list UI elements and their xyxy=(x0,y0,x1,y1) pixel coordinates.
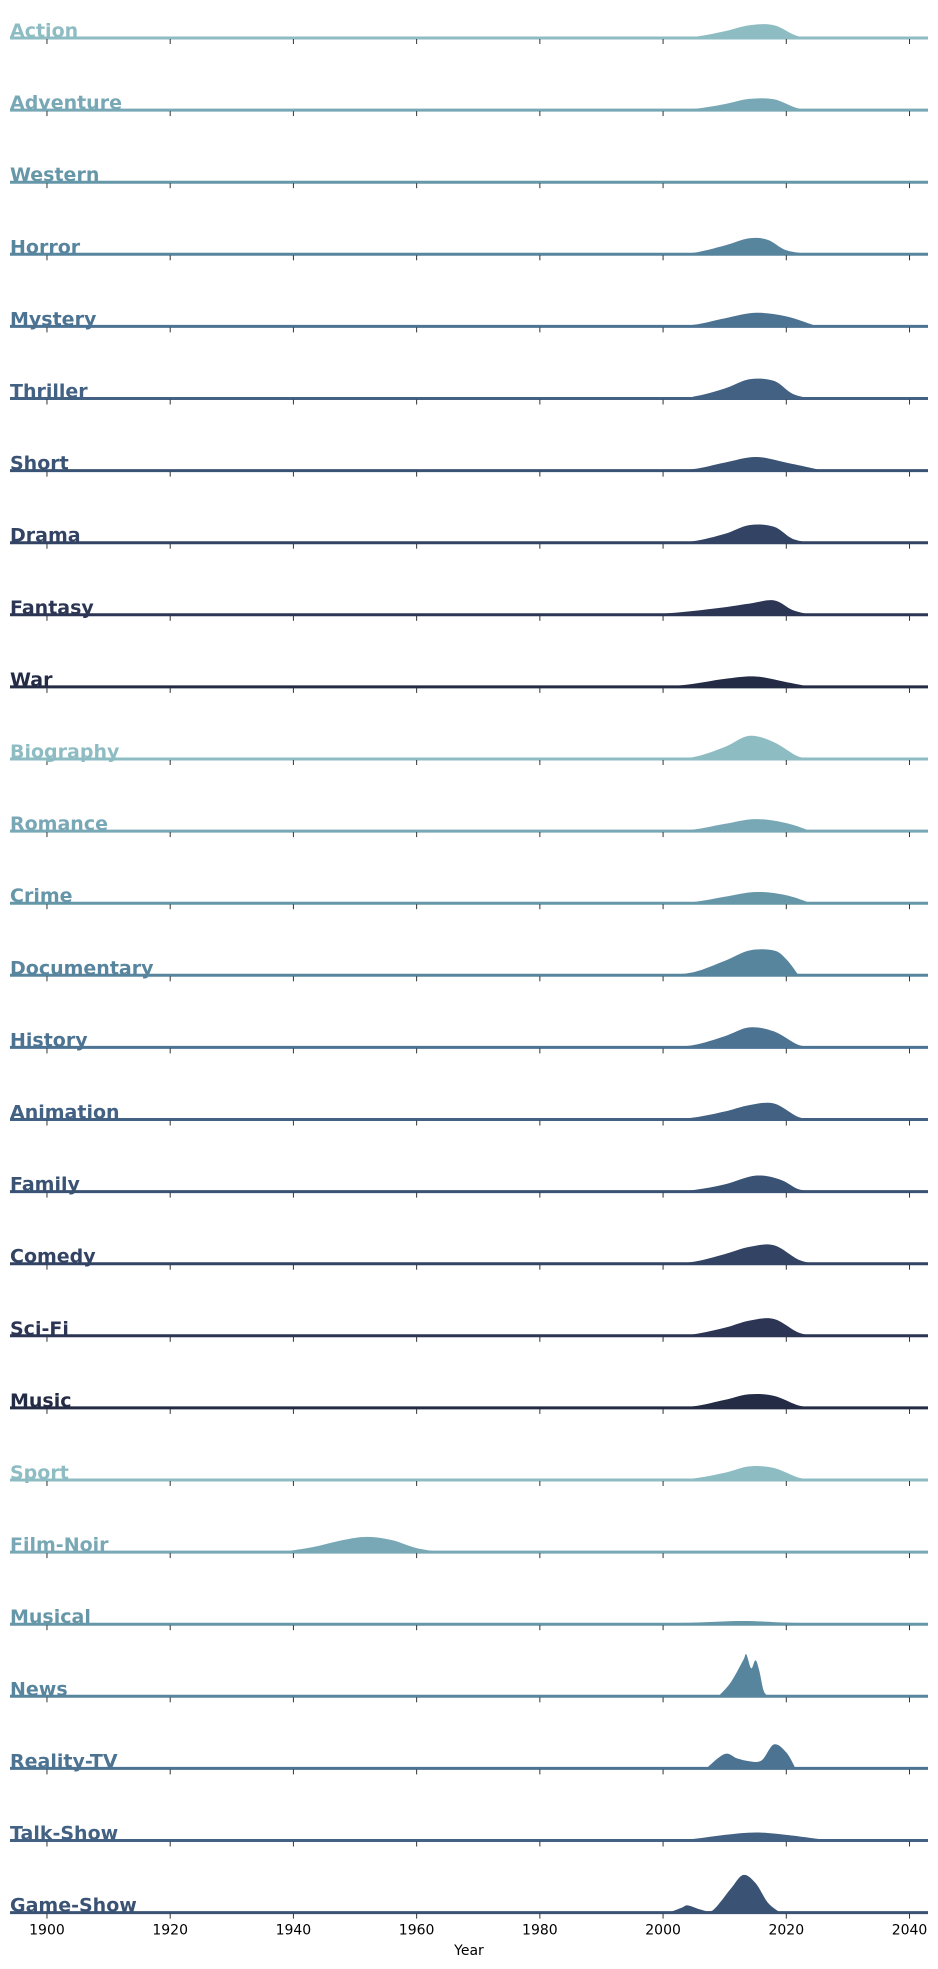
density-area xyxy=(669,1874,781,1913)
genre-label: Thriller xyxy=(10,381,88,403)
ridge-row-war: War xyxy=(10,669,928,693)
ridge-row-action: Action xyxy=(10,20,928,44)
density-area xyxy=(706,1744,796,1769)
genre-label: Horror xyxy=(10,236,81,258)
genre-label: Comedy xyxy=(10,1246,96,1268)
genre-label: Adventure xyxy=(10,92,122,114)
ridge-row-romance: Romance xyxy=(10,813,928,838)
density-area xyxy=(663,1102,818,1120)
genre-label: Film-Noir xyxy=(10,1534,109,1556)
density-area xyxy=(663,1318,818,1336)
density-area xyxy=(663,237,811,255)
genre-label: Sci-Fi xyxy=(10,1318,69,1340)
ridge-row-biography: Biography xyxy=(10,735,928,765)
density-area xyxy=(601,600,811,615)
density-area xyxy=(663,312,818,327)
ridge-row-fantasy: Fantasy xyxy=(10,597,928,621)
ridge-row-adventure: Adventure xyxy=(10,92,928,117)
density-area xyxy=(663,949,799,976)
genre-label: Short xyxy=(10,453,69,475)
density-area xyxy=(632,676,811,687)
genre-label: War xyxy=(10,669,53,691)
genre-label: Music xyxy=(10,1390,72,1412)
ridge-row-musical: Musical xyxy=(10,1606,928,1631)
density-area xyxy=(663,1393,818,1408)
x-axis-title: Year xyxy=(453,1943,484,1959)
x-tick-label: 2020 xyxy=(768,1923,804,1939)
ridge-row-talk-show: Talk-Show xyxy=(10,1823,928,1847)
genre-label: Biography xyxy=(10,741,120,763)
ridge-row-news: News xyxy=(10,1653,928,1703)
ridge-row-reality-tv: Reality-TV xyxy=(10,1744,928,1775)
ridge-row-drama: Drama xyxy=(10,524,928,549)
ridge-rows: Action Adventure Western Horror Mystery Thril… xyxy=(10,20,928,1919)
x-tick-label: 2000 xyxy=(645,1923,681,1939)
genre-label: Family xyxy=(10,1174,81,1196)
density-area xyxy=(663,457,824,471)
density-area xyxy=(281,1536,442,1553)
genre-label: History xyxy=(10,1029,88,1051)
genre-label: Crime xyxy=(10,885,73,907)
genre-label: News xyxy=(10,1678,68,1700)
genre-label: Reality-TV xyxy=(10,1750,118,1772)
ridge-row-thriller: Thriller xyxy=(10,378,928,405)
ridge-row-history: History xyxy=(10,1027,928,1054)
density-area xyxy=(663,1466,818,1480)
ridge-row-film-noir: Film-Noir xyxy=(10,1534,928,1559)
x-axis: 1900 1920 1940 1960 1980 2000 2020 2040 xyxy=(29,1923,927,1939)
ridge-row-comedy: Comedy xyxy=(10,1244,928,1270)
density-area xyxy=(663,1832,830,1841)
ridge-row-western: Western xyxy=(10,164,928,189)
genre-label: Fantasy xyxy=(10,597,94,619)
x-tick-label: 1940 xyxy=(276,1923,312,1939)
ridge-row-horror: Horror xyxy=(10,236,928,261)
x-tick-label: 1960 xyxy=(399,1923,435,1939)
ridge-row-short: Short xyxy=(10,453,928,477)
ridge-row-music: Music xyxy=(10,1390,928,1414)
ridge-row-family: Family xyxy=(10,1174,928,1198)
density-area xyxy=(718,1653,768,1697)
genre-label: Romance xyxy=(10,813,108,835)
genre-label: Animation xyxy=(10,1102,120,1124)
genre-label: Western xyxy=(10,164,99,186)
genre-label: Documentary xyxy=(10,957,154,979)
density-area xyxy=(663,24,824,38)
density-area xyxy=(663,819,811,832)
density-area xyxy=(663,524,811,543)
genre-label: Drama xyxy=(10,525,81,547)
density-area xyxy=(663,891,811,904)
genre-label: Musical xyxy=(10,1606,91,1628)
genre-label: Action xyxy=(10,20,78,42)
genre-label: Sport xyxy=(10,1462,69,1484)
density-area xyxy=(663,1244,818,1264)
ridge-row-mystery: Mystery xyxy=(10,308,928,333)
x-tick-label: 1980 xyxy=(522,1923,558,1939)
genre-label: Talk-Show xyxy=(10,1823,118,1845)
x-tick-label: 1900 xyxy=(29,1923,65,1939)
ridge-row-sci-fi: Sci-Fi xyxy=(10,1318,928,1342)
density-area xyxy=(663,1175,818,1192)
density-area xyxy=(663,98,824,111)
genre-label: Game-Show xyxy=(10,1895,137,1917)
genre-label: Mystery xyxy=(10,308,97,330)
ridge-row-crime: Crime xyxy=(10,885,928,910)
x-tick-label: 2040 xyxy=(892,1923,928,1939)
ridge-row-documentary: Documentary xyxy=(10,949,928,982)
ridge-row-animation: Animation xyxy=(10,1102,928,1126)
ridge-row-sport: Sport xyxy=(10,1462,928,1486)
density-area xyxy=(663,1027,818,1048)
x-tick-label: 1920 xyxy=(152,1923,188,1939)
density-area xyxy=(46,378,811,399)
density-area xyxy=(663,735,818,759)
ridge-row-game-show: Game-Show xyxy=(10,1874,928,1919)
